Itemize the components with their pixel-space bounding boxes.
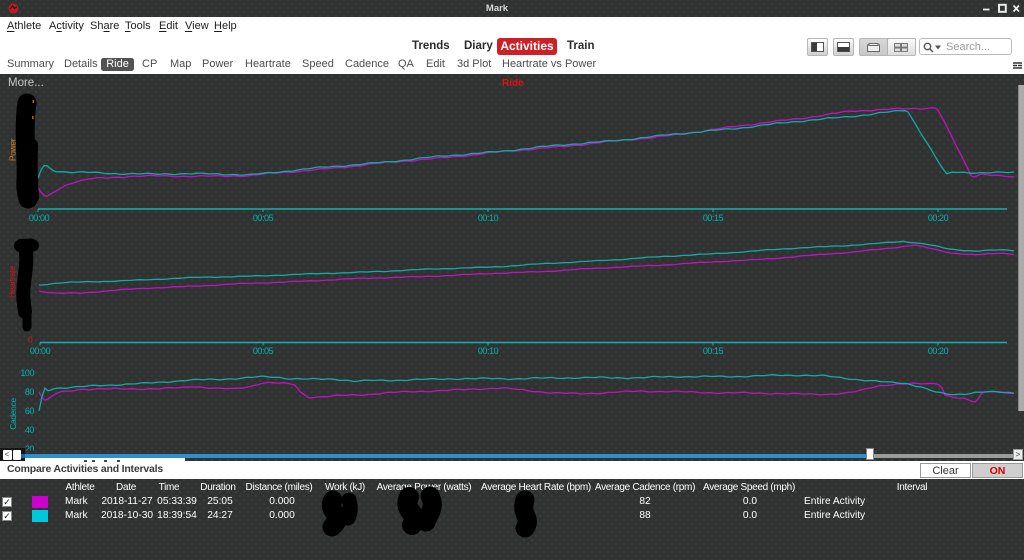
svg-text:0: 0	[28, 335, 33, 345]
svg-text:00:00: 00:00	[30, 346, 51, 356]
svg-text:00:00: 00:00	[29, 213, 50, 223]
svg-text:00:20: 00:20	[928, 346, 949, 356]
svg-text:60: 60	[25, 406, 35, 416]
svg-text:Cadence: Cadence	[8, 398, 18, 430]
svg-text:Power: Power	[8, 138, 18, 161]
svg-text:00:10: 00:10	[478, 346, 499, 356]
svg-text:40: 40	[25, 425, 35, 435]
svg-text:00:15: 00:15	[703, 213, 724, 223]
svg-text:00:05: 00:05	[253, 346, 274, 356]
svg-text:00:10: 00:10	[478, 213, 499, 223]
svg-text:20: 20	[25, 444, 35, 454]
svg-text:80: 80	[25, 387, 35, 397]
svg-text:00:05: 00:05	[253, 213, 274, 223]
svg-text:Heartrate: Heartrate	[7, 265, 17, 298]
svg-text:00:20: 00:20	[928, 213, 949, 223]
svg-text:00:15: 00:15	[703, 346, 724, 356]
svg-text:100: 100	[20, 368, 34, 378]
